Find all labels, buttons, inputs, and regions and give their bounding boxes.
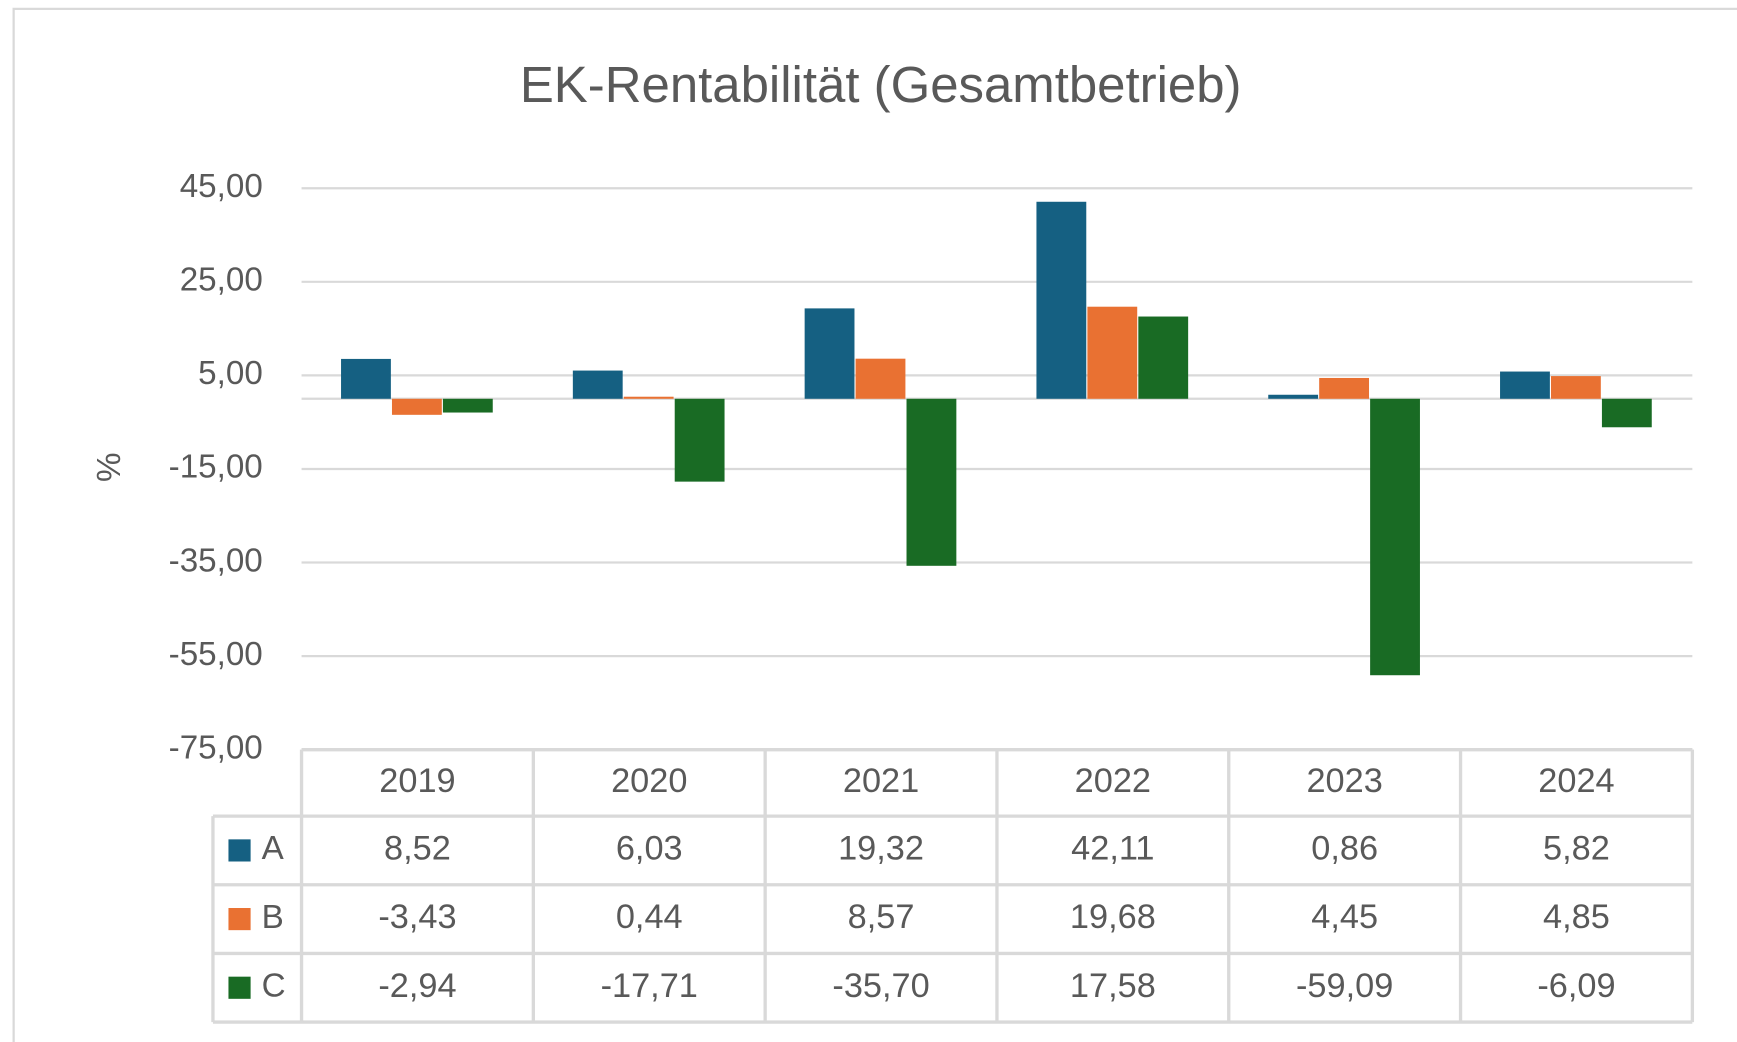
y-tick-label: -15,00	[169, 449, 263, 486]
x-tick-label: 2022	[1075, 762, 1151, 800]
table-value: 17,58	[1070, 967, 1156, 1005]
bar	[341, 358, 391, 399]
y-axis-label: %	[91, 453, 128, 483]
x-tick-label: 2021	[843, 762, 919, 800]
y-tick-label: 5,00	[198, 355, 263, 392]
y-tick-label: -55,00	[169, 636, 263, 673]
y-tick-label: -75,00	[169, 729, 263, 766]
y-tick-label: 25,00	[180, 262, 263, 299]
bar	[1087, 306, 1138, 399]
table-value: 5,82	[1543, 829, 1610, 867]
legend-label: C	[262, 968, 286, 1005]
legend-label: A	[262, 830, 285, 867]
table-value: 0,86	[1311, 829, 1378, 867]
y-tick-label: 45,00	[180, 168, 263, 205]
x-tick-label: 2024	[1538, 762, 1614, 800]
table-value: 6,03	[616, 829, 683, 867]
table-value: 8,52	[384, 829, 451, 867]
bar	[906, 398, 957, 566]
x-tick-label: 2020	[611, 762, 687, 800]
bar	[804, 308, 855, 399]
chart-frame	[12, 7, 1737, 1042]
legend-key	[228, 839, 251, 862]
table-value: 8,57	[848, 898, 915, 936]
y-tick-label: -35,00	[169, 542, 263, 579]
bar	[623, 396, 674, 399]
table-value: -3,43	[378, 898, 456, 936]
table-value: 19,32	[838, 829, 924, 867]
legend-key	[228, 908, 251, 931]
bar	[855, 358, 906, 399]
table-value: 42,11	[1071, 829, 1154, 867]
x-tick-label: 2023	[1306, 762, 1382, 800]
bar	[391, 398, 442, 415]
table-value: -2,94	[378, 967, 456, 1005]
bar	[1268, 394, 1319, 399]
chart-title: EK-Rentabilität (Gesamtbetrieb)	[520, 56, 1242, 113]
bar	[442, 398, 493, 413]
table-value: -17,71	[601, 967, 698, 1005]
x-tick-label: 2019	[379, 762, 455, 800]
bar	[1500, 371, 1550, 399]
bar	[1550, 376, 1601, 399]
table-value: -6,09	[1537, 967, 1615, 1005]
table-value: -35,70	[832, 967, 929, 1005]
table-value: 4,45	[1311, 898, 1378, 936]
bar	[1601, 398, 1652, 428]
table-value: 4,85	[1543, 898, 1610, 936]
bar	[1138, 316, 1189, 399]
bar	[1036, 201, 1087, 399]
bar	[572, 370, 623, 399]
table-value: 19,68	[1070, 898, 1156, 936]
bar	[1319, 377, 1370, 399]
bar	[674, 398, 725, 482]
table-value: -59,09	[1296, 967, 1393, 1005]
legend-key	[228, 976, 251, 999]
bar	[1370, 398, 1420, 676]
legend-label: B	[262, 899, 284, 936]
table-value: 0,44	[616, 898, 683, 936]
